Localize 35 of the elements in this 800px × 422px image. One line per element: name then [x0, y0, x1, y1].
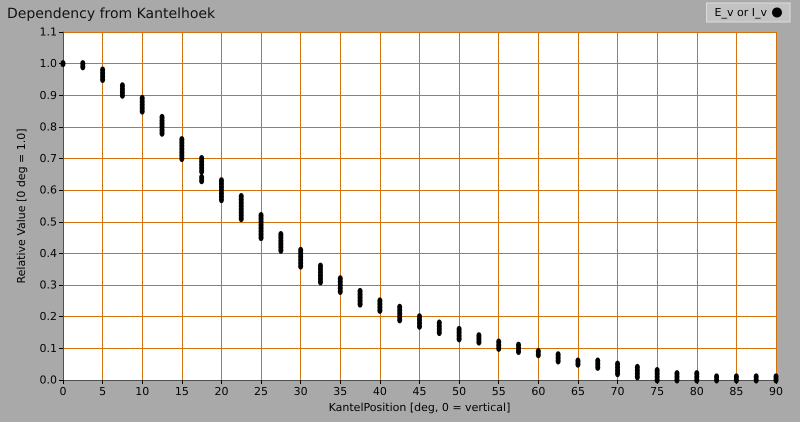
x-tick-label: 90	[769, 385, 783, 398]
legend-label: E_v or I_v	[714, 6, 768, 19]
y-tick-label: 0.0	[40, 374, 57, 386]
x-tick-label: 80	[690, 385, 704, 398]
x-tick-label: 0	[60, 385, 66, 398]
y-axis-title: Relative Value [0 deg = 1.0]	[15, 128, 28, 284]
y-tick-label: 1.0	[40, 57, 57, 70]
y-tick-label: 0.5	[40, 215, 57, 228]
y-tick-label: 1.1	[40, 26, 57, 38]
x-tick-label: 15	[174, 385, 189, 398]
y-tick-label: 0.6	[40, 184, 57, 197]
x-tick-label: 10	[135, 385, 150, 398]
x-tick-label: 70	[610, 385, 625, 398]
y-tick-label: 0.1	[40, 342, 57, 355]
x-tick-label: 85	[729, 385, 744, 398]
x-axis-title: KantelPosition [deg, 0 = vertical]	[328, 400, 510, 414]
x-tick-label: 30	[294, 385, 308, 398]
y-tick-label: 0.2	[40, 310, 57, 324]
x-tick-label: 75	[650, 385, 664, 398]
x-tick-label: 55	[492, 385, 506, 398]
x-tick-label: 60	[531, 385, 546, 398]
y-tick-label: 0.7	[40, 152, 57, 166]
x-tick-label: 65	[570, 385, 585, 398]
x-tick-label: 45	[412, 385, 426, 398]
x-tick-label: 5	[99, 385, 106, 398]
x-tick-label: 25	[254, 385, 268, 398]
chart-title: Dependency from Kantelhoek	[7, 6, 216, 22]
y-tick-label: 0.9	[40, 88, 57, 102]
x-tick-label: 40	[372, 385, 387, 398]
x-tick-label: 35	[333, 385, 348, 398]
y-tick-label: 0.3	[40, 278, 57, 292]
y-tick-label: 0.4	[40, 246, 57, 260]
x-tick-label: 20	[214, 385, 228, 398]
x-tick-label: 50	[452, 385, 466, 398]
y-tick-label: 0.8	[40, 120, 57, 134]
